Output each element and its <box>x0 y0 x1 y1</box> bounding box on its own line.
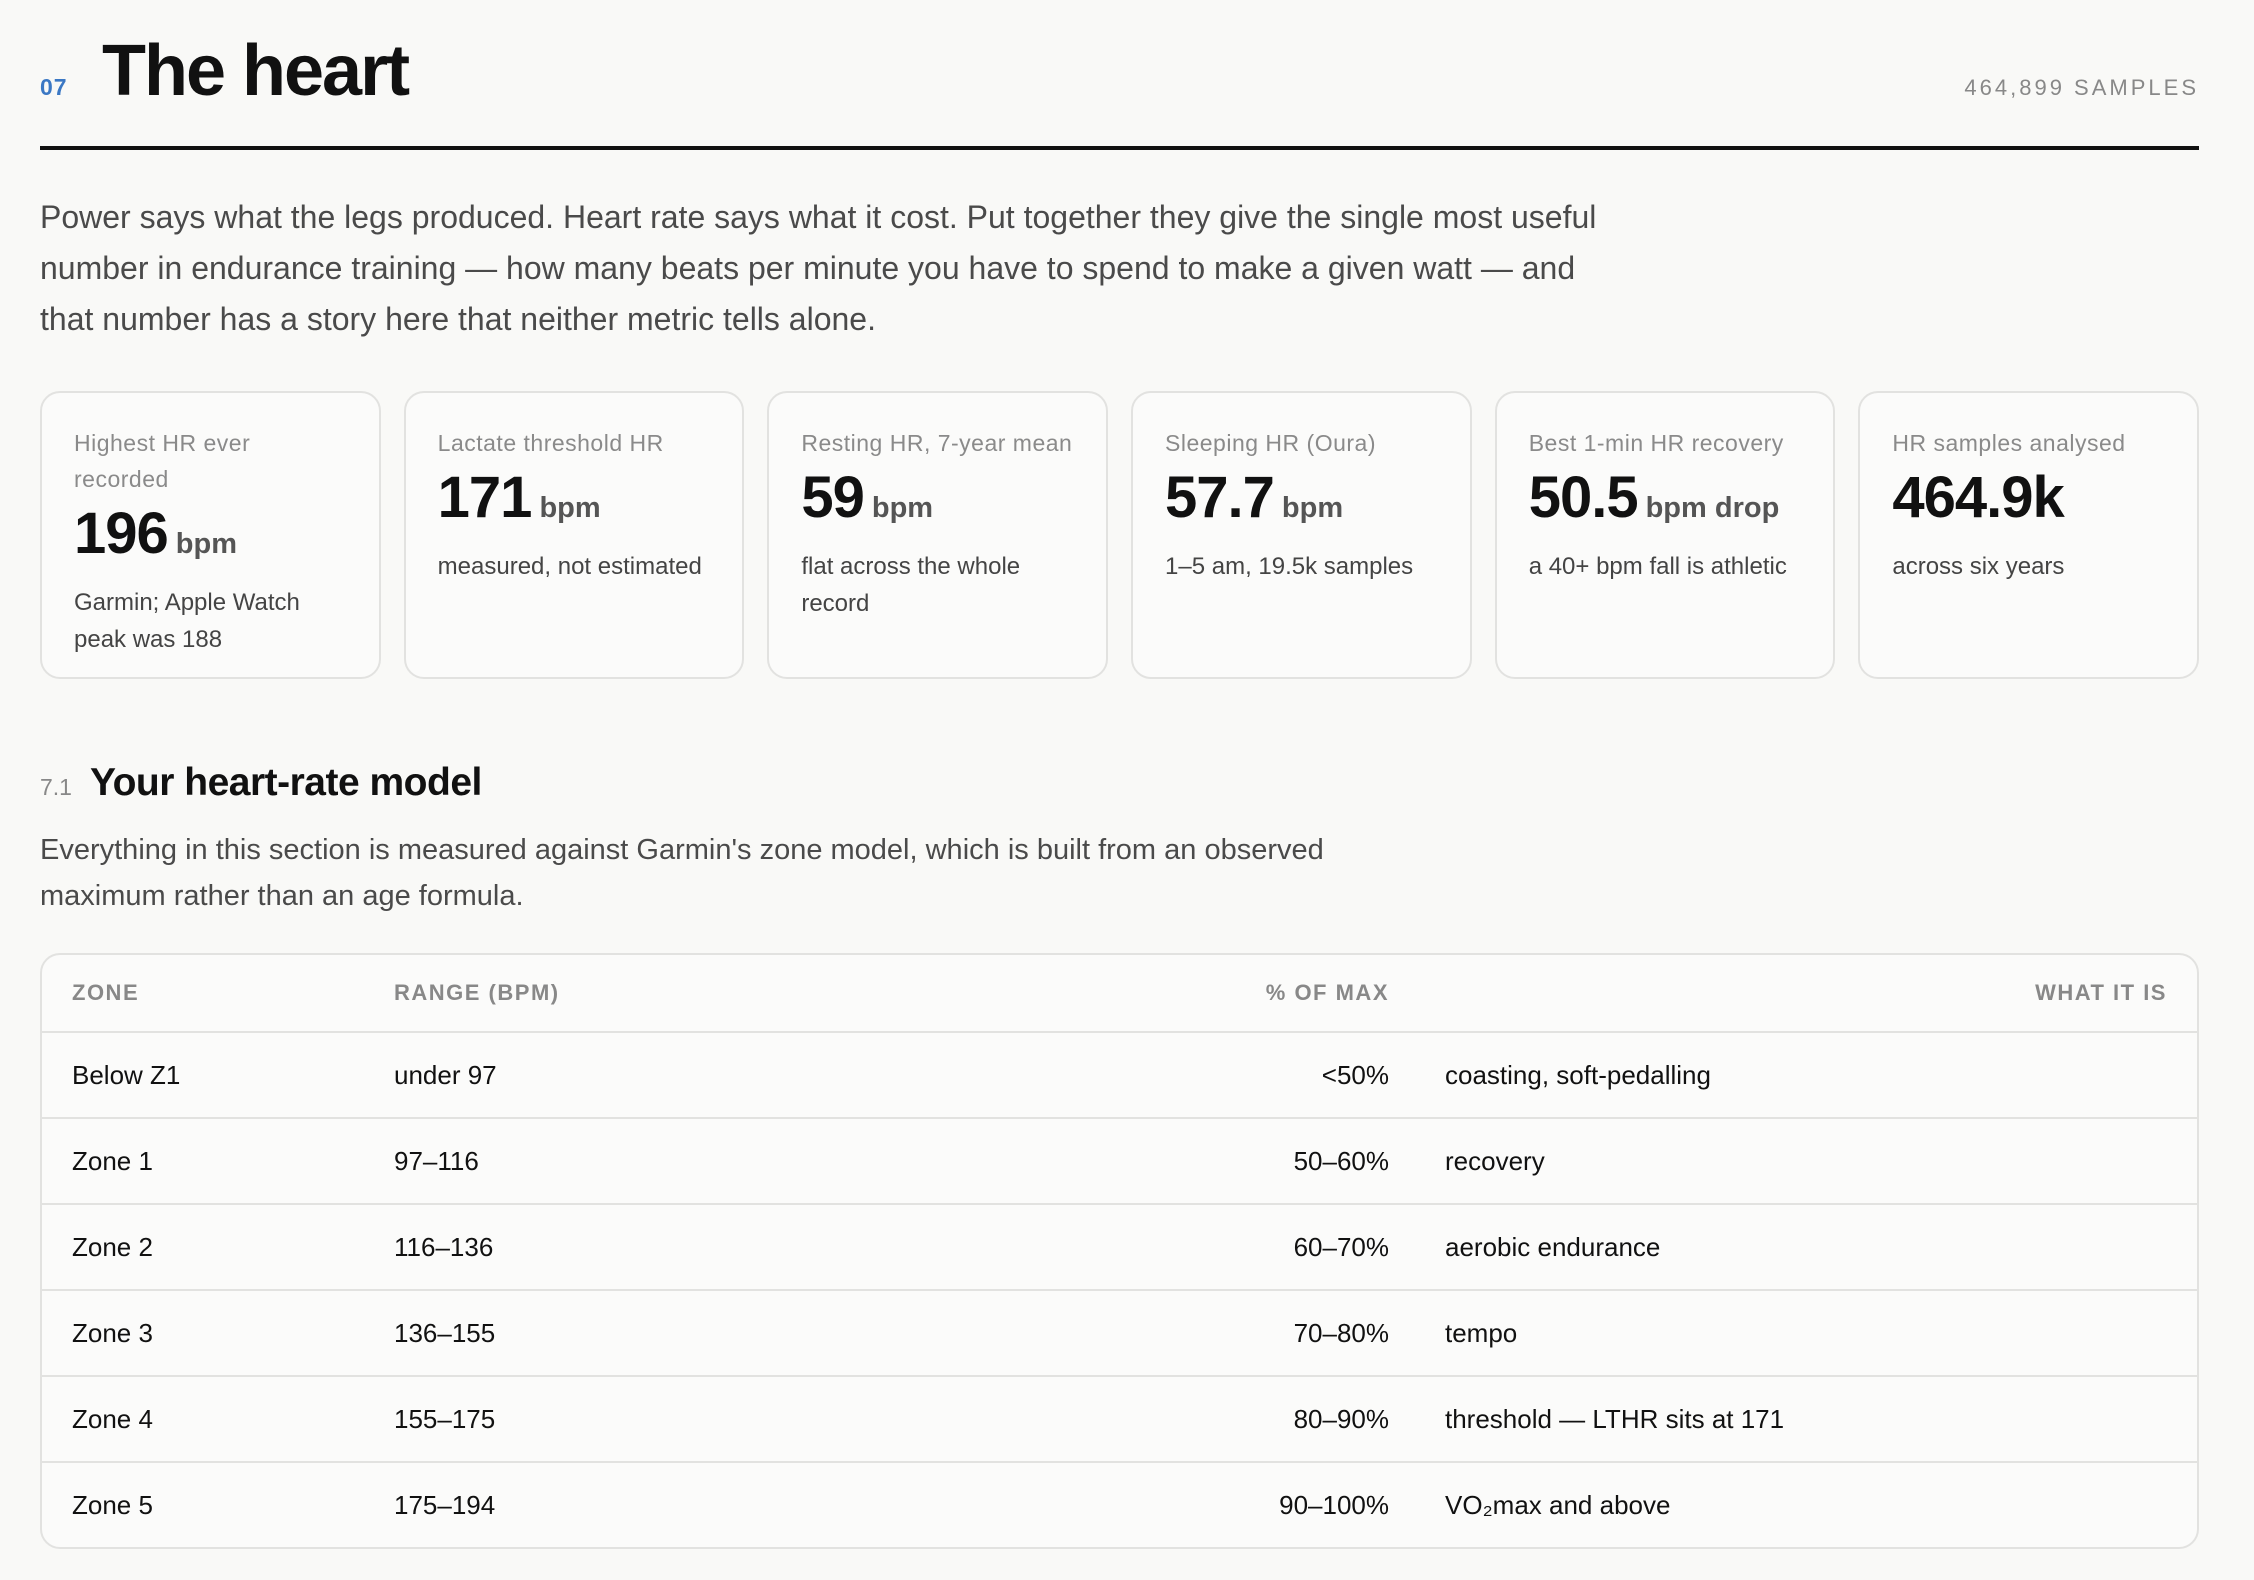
table-row: Zone 4 155–175 80–90% threshold — LTHR sits… <box>42 1375 2197 1461</box>
sample-count: 464,899 SAMPLES <box>1964 75 2199 100</box>
stat-card: Best 1-min HR recovery 50.5 bpm drop a 40+ … <box>1494 391 1836 679</box>
card-value-line: 196 bpm <box>74 499 347 584</box>
card-label: Highest HR ever recorded <box>74 430 251 492</box>
card-value-line: 57.7 bpm <box>1165 463 1438 548</box>
card-value-line: 464.9k <box>1892 463 2165 548</box>
table-cell: <50% <box>1321 1059 1389 1090</box>
table-row: Zone 3 136–155 70–80% tempo <box>42 1289 2197 1375</box>
stat-card: HR samples analysed 464.9k across six year… <box>1858 391 2200 679</box>
card-note: flat across the whole record <box>801 553 1021 617</box>
card-value: 171 <box>437 465 533 530</box>
intro: Power says what the legs produced. Heart… <box>40 199 1597 337</box>
subsection-number: 7.1 <box>40 774 72 800</box>
subsection-header: 7.1 Your heart-rate model <box>40 761 2199 805</box>
card-unit: bpm <box>175 528 237 560</box>
card-label: Sleeping HR (Oura) <box>1165 430 1376 456</box>
stat-card: Sleeping HR (Oura) 57.7 bpm 1–5 am, 19.5k s… <box>1131 391 1472 679</box>
table-cell: coasting, soft-pedalling <box>1445 1059 1711 1090</box>
table-row: Zone 2 116–136 60–70% aerobic endurance <box>42 1203 2197 1289</box>
card-unit: bpm <box>539 492 601 524</box>
stat-cards: Highest HR ever recorded 196 bpm Garmin; Ap… <box>40 391 2200 679</box>
table-cell: 97–116 <box>394 1145 479 1176</box>
table-cell: 116–136 <box>394 1231 494 1262</box>
card-unit: bpm drop <box>1645 492 1780 524</box>
column-header: RANGE (BPM) <box>394 980 560 1005</box>
table-row: Zone 5 175–194 90–100% VO₂max and above <box>42 1461 2197 1547</box>
card-note: 1–5 am, 19.5k samples <box>1165 553 1414 580</box>
subsection-text: Everything in this section is measured a… <box>40 834 1324 912</box>
card-label: HR samples analysed <box>1892 430 2126 456</box>
table-header: ZONE RANGE (BPM) % OF MAX WHAT IT IS <box>42 955 2197 1031</box>
card-value: 59 <box>801 465 865 530</box>
card-note: across six years <box>1892 553 2065 580</box>
zone-table: ZONE RANGE (BPM) % OF MAX WHAT IT IS Below Z… <box>40 953 2199 1549</box>
table-cell: 136–155 <box>394 1317 496 1348</box>
header: 07 The heart 464,899 SAMPLES <box>40 0 2199 150</box>
stat-card: Resting HR, 7-year mean 59 bpm flat across … <box>767 391 1109 679</box>
card-unit: bpm <box>871 492 934 524</box>
column-header: % OF MAX <box>1265 980 1389 1005</box>
stat-card: Highest HR ever recorded 196 bpm Garmin; Ap… <box>40 391 381 679</box>
table-cell: Zone 2 <box>72 1231 153 1262</box>
section: 07 The heart 464,899 SAMPLES Power says … <box>40 0 2200 1549</box>
section-number: 07 <box>40 74 68 100</box>
card-note: Garmin; Apple Watch peak was 188 <box>74 589 300 653</box>
card-value-line: 171 bpm <box>438 463 711 548</box>
table-row: Below Z1 under 97 <50% coasting, soft-pedal… <box>42 1031 2197 1117</box>
table-cell: 80–90% <box>1293 1403 1389 1434</box>
card-note: measured, not estimated <box>437 553 702 580</box>
table-cell: Zone 4 <box>72 1403 153 1434</box>
card-label: Lactate threshold HR <box>437 430 664 456</box>
card-value-line: 50.5 bpm drop <box>1529 463 1802 548</box>
card-value: 50.5 <box>1528 465 1639 530</box>
card-value: 57.7 <box>1165 465 1275 530</box>
table-cell: tempo <box>1445 1317 1518 1348</box>
table-cell: Below Z1 <box>72 1059 181 1090</box>
card-note: a 40+ bpm fall is athletic <box>1528 553 1787 580</box>
subsection-title: Your heart-rate model <box>89 761 482 804</box>
table-cell: 175–194 <box>394 1489 496 1520</box>
table-cell: 70–80% <box>1293 1317 1389 1348</box>
stat-card: Lactate threshold HR 171 bpm measured, not … <box>403 391 745 679</box>
table-cell: VO₂max and above <box>1445 1489 1671 1520</box>
table-cell: aerobic endurance <box>1445 1231 1661 1262</box>
table-cell: recovery <box>1445 1145 1545 1176</box>
table-cell: threshold — LTHR sits at 171 <box>1445 1403 1785 1434</box>
table-cell: 90–100% <box>1279 1489 1389 1520</box>
table-cell: under 97 <box>394 1059 497 1090</box>
table-cell: Zone 5 <box>72 1489 153 1520</box>
table-cell: 50–60% <box>1293 1145 1389 1176</box>
column-header: WHAT IT IS <box>2035 980 2167 1005</box>
card-value: 196 <box>74 501 169 566</box>
card-label: Best 1-min HR recovery <box>1528 430 1784 456</box>
card-label: Resting HR, 7-year mean <box>801 430 1073 456</box>
card-value-line: 59 bpm <box>801 463 1074 548</box>
table-cell: Zone 1 <box>72 1145 153 1176</box>
table-cell: Zone 3 <box>72 1317 153 1348</box>
table-row: Zone 1 97–116 50–60% recovery <box>42 1117 2197 1203</box>
card-value: 464.9k <box>1892 465 2064 530</box>
column-header: ZONE <box>72 980 140 1005</box>
table-cell: 60–70% <box>1293 1231 1389 1262</box>
card-unit: bpm <box>1281 492 1344 524</box>
section-title: The heart <box>102 31 410 111</box>
table-cell: 155–175 <box>394 1403 496 1434</box>
